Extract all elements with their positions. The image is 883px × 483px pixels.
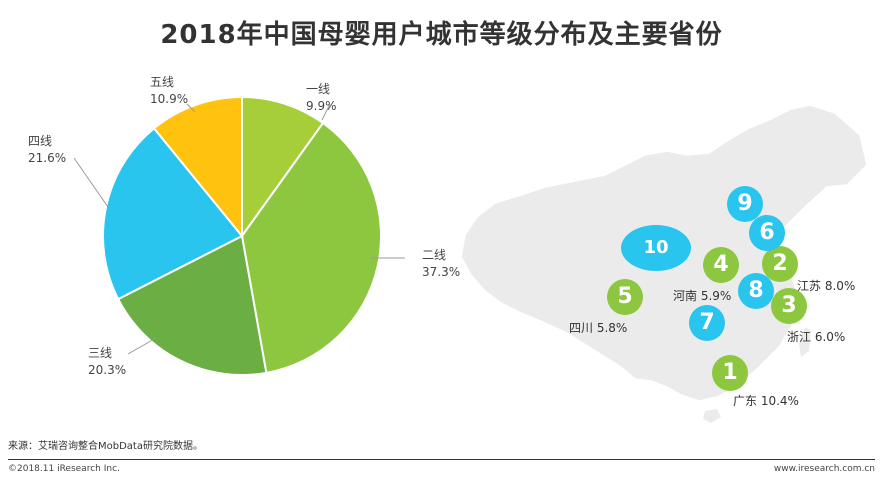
pie-chart bbox=[73, 95, 405, 376]
footer-website: www.iresearch.com.cn bbox=[773, 464, 875, 474]
pie-label-name: 一线 bbox=[306, 82, 331, 96]
rank-marker: 5 bbox=[607, 279, 643, 315]
pie-data-label: 二线 37.3% bbox=[422, 247, 460, 281]
footer-copyright: ©2018.11 iResearch Inc. bbox=[8, 464, 120, 474]
province-label: 江苏 8.0% bbox=[797, 279, 856, 293]
taiwan-island bbox=[799, 327, 811, 357]
pie-leader-line bbox=[73, 157, 109, 208]
pie-slice bbox=[152, 95, 243, 239]
pie-data-label: 一线 9.9% bbox=[306, 81, 337, 115]
pie-label-name: 二线 bbox=[422, 248, 447, 262]
province-label: 广东 10.4% bbox=[733, 394, 799, 408]
rank-marker: 6 bbox=[749, 215, 785, 251]
rank-marker: 9 bbox=[727, 186, 763, 222]
pie-leader-line bbox=[127, 337, 157, 355]
pie-data-label: 五线 10.9% bbox=[150, 74, 188, 108]
pie-label-value: 21.6% bbox=[28, 151, 67, 165]
province-label: 河南 5.9% bbox=[673, 289, 732, 303]
rank-marker: 1 bbox=[712, 355, 748, 391]
pie-label-value: 10.9% bbox=[150, 92, 189, 106]
pie-leader-line bbox=[186, 103, 196, 113]
pie-label-value: 20.3% bbox=[88, 363, 127, 377]
pie-label-value: 37.3% bbox=[422, 265, 461, 279]
pie-label-name: 五线 bbox=[150, 75, 175, 89]
rank-marker: 2 bbox=[762, 246, 798, 282]
pie-label-name: 三线 bbox=[88, 346, 113, 360]
pie-data-label: 四线 21.6% bbox=[28, 133, 66, 167]
rank-marker: 4 bbox=[703, 247, 739, 283]
hainan-island bbox=[703, 409, 721, 423]
pie-data-label: 三线 20.3% bbox=[88, 345, 126, 379]
pie-slice bbox=[240, 121, 382, 375]
source-note: 来源：艾瑞咨询整合MobData研究院数据。 bbox=[8, 441, 203, 452]
province-label: 浙江 6.0% bbox=[787, 330, 846, 344]
footer-divider bbox=[8, 459, 875, 460]
chart-title: 2018年中国母婴用户城市等级分布及主要省份 bbox=[160, 20, 723, 50]
pie-slice bbox=[102, 126, 244, 301]
rank-marker: 7 bbox=[689, 305, 725, 341]
rank-marker: 10 bbox=[621, 225, 691, 271]
rank-marker: 3 bbox=[771, 288, 807, 324]
pie-slice bbox=[116, 234, 268, 376]
pie-label-value: 9.9% bbox=[306, 99, 337, 113]
rank-marker: 8 bbox=[738, 273, 774, 309]
pie-label-name: 四线 bbox=[28, 134, 53, 148]
province-label: 四川 5.8% bbox=[569, 321, 628, 335]
pie-slice bbox=[241, 95, 325, 240]
pie-leader-line bbox=[321, 103, 331, 121]
